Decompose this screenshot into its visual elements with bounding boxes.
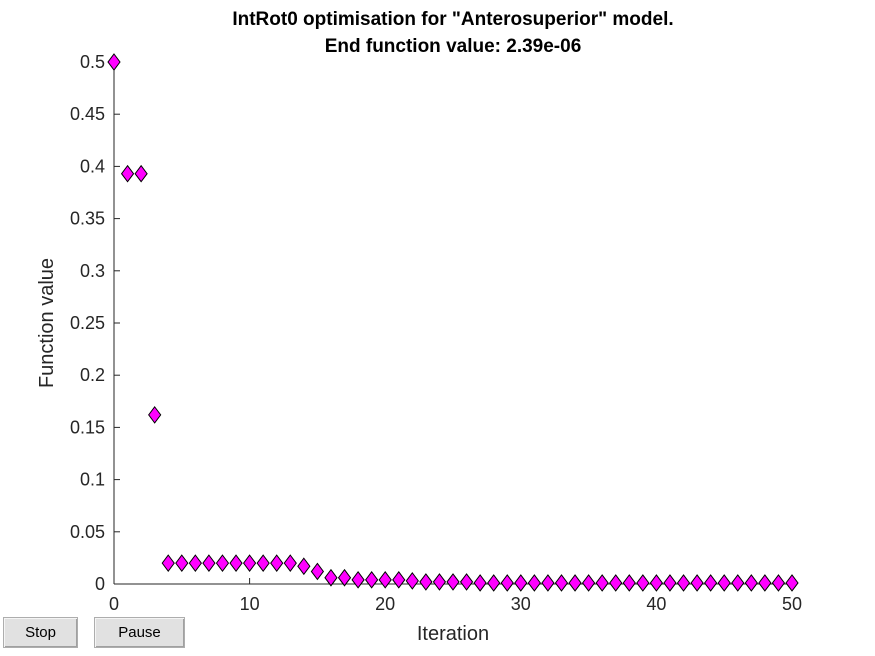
data-point [419, 573, 433, 591]
data-point [649, 574, 664, 592]
data-point [527, 574, 541, 592]
data-points [107, 53, 799, 592]
plot-axes [113, 62, 792, 585]
data-point [229, 554, 243, 572]
data-point [690, 574, 704, 592]
data-point [704, 574, 718, 592]
y-tick-label: 0.05 [70, 522, 105, 542]
x-axis-label: Iteration [417, 623, 489, 645]
y-tick-label: 0.5 [80, 52, 105, 72]
data-point [541, 574, 555, 592]
chart-subtitle: End function value: 2.39e-06 [325, 36, 582, 57]
y-tick-label: 0.1 [80, 470, 105, 490]
data-point [188, 554, 202, 572]
data-point [175, 554, 189, 572]
y-tick-label: 0.35 [70, 209, 105, 229]
data-point [432, 573, 447, 591]
data-point [663, 574, 677, 592]
data-point [148, 406, 162, 424]
y-tick-label: 0.25 [70, 313, 105, 333]
data-point [758, 574, 772, 592]
axis-ticks: 0 10 20 30 40 50 0 0.05 0.1 0.15 0.2 0.25 0.3 0.35 0.4… [70, 52, 802, 614]
data-point [107, 53, 121, 71]
data-point [405, 572, 419, 590]
y-axis-label: Function value [36, 258, 58, 388]
y-tick-label: 0.4 [80, 156, 105, 176]
data-point [514, 574, 528, 592]
data-point [310, 562, 325, 581]
x-tick-label: 10 [240, 594, 260, 614]
y-tick-label: 0.45 [70, 104, 105, 124]
data-point [487, 574, 501, 592]
data-point [202, 554, 216, 572]
data-point [242, 554, 257, 572]
data-point [270, 554, 284, 572]
data-point [500, 574, 514, 592]
data-point [636, 574, 650, 592]
data-point [595, 574, 609, 592]
data-point [581, 574, 596, 592]
data-point [378, 570, 392, 589]
data-point [609, 574, 623, 592]
data-point [717, 574, 731, 592]
x-tick-label: 40 [646, 594, 666, 614]
data-point [161, 554, 175, 572]
data-point [134, 164, 148, 183]
x-tick-label: 50 [782, 594, 802, 614]
data-point [785, 574, 799, 592]
data-point [120, 164, 135, 183]
y-tick-label: 0.3 [80, 261, 105, 281]
data-point [731, 574, 745, 592]
data-point [365, 570, 379, 589]
y-tick-label: 0 [95, 574, 105, 594]
data-point [554, 574, 569, 592]
x-tick-label: 30 [511, 594, 531, 614]
data-point [283, 554, 297, 572]
data-point [622, 574, 636, 592]
x-tick-label: 0 [109, 594, 119, 614]
data-point [446, 573, 460, 591]
data-point [392, 570, 406, 589]
data-point [473, 574, 487, 592]
x-tick-label: 20 [375, 594, 395, 614]
y-tick-label: 0.15 [70, 417, 105, 437]
data-point [215, 554, 230, 572]
data-point [324, 568, 338, 587]
stop-button[interactable]: Stop [3, 617, 78, 648]
data-point [297, 557, 311, 576]
data-point [771, 574, 786, 592]
data-point [676, 574, 691, 592]
data-point [459, 573, 474, 591]
data-point [568, 574, 582, 592]
data-point [256, 554, 270, 572]
data-point [744, 574, 758, 592]
data-point [351, 570, 365, 589]
pause-button[interactable]: Pause [94, 617, 185, 648]
chart-title: IntRot0 optimisation for "Anterosuperior… [232, 9, 673, 30]
data-point [337, 568, 352, 587]
y-tick-label: 0.2 [80, 365, 105, 385]
